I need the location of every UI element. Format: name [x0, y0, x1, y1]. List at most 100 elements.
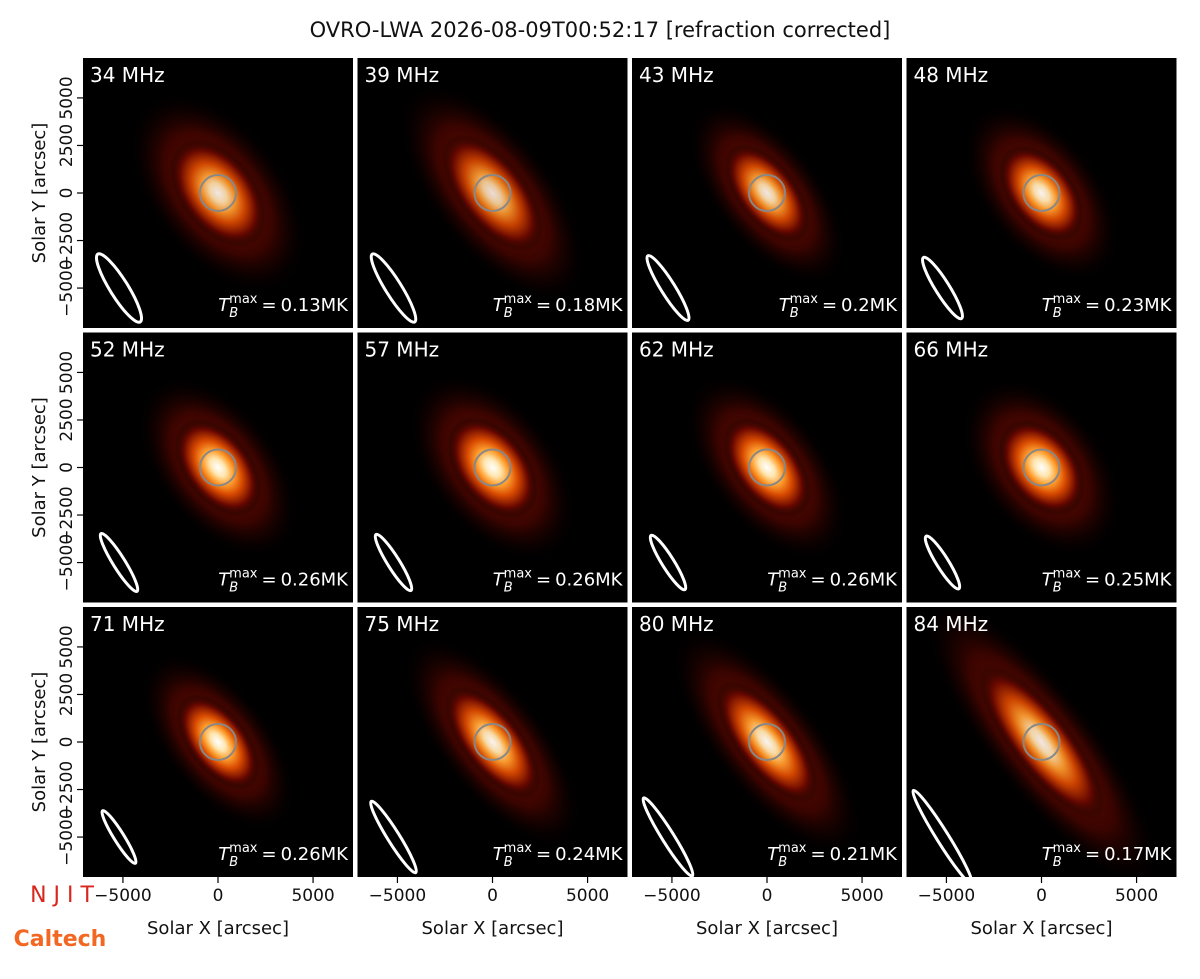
tb-eq: = — [810, 844, 825, 865]
tb-max-label: TBmax = 0.2MK — [779, 292, 899, 321]
x-tick-label: −5000 — [94, 886, 152, 906]
beam — [645, 254, 691, 322]
emission-source — [724, 143, 810, 243]
y-tick-label: 5000 — [57, 351, 77, 394]
frequency-label: 75 MHz — [365, 612, 440, 636]
y-tick-label: −2500 — [57, 212, 77, 270]
x-tick-label: −5000 — [369, 886, 427, 906]
frequency-label: 43 MHz — [639, 63, 714, 87]
logo-caltech: Caltech — [14, 927, 107, 952]
y-tick-label: −5000 — [57, 808, 77, 866]
emission-source — [978, 664, 1105, 820]
tb-max-label: TBmax = 0.26MK — [767, 567, 898, 596]
emission-source — [444, 685, 541, 799]
emission-source — [997, 419, 1086, 516]
frequency-label: 62 MHz — [639, 338, 714, 362]
tb-eq: = — [1085, 570, 1100, 591]
tb-value: 0.2MK — [841, 295, 898, 316]
tb-value: 0.17MK — [1104, 844, 1173, 865]
solar-limb — [199, 174, 237, 212]
tb-value: 0.18MK — [555, 295, 624, 316]
beam — [373, 532, 414, 593]
x-tick-label: 0 — [487, 886, 498, 906]
tb-max-label: TBmax = 0.26MK — [218, 567, 349, 596]
emission-source — [441, 134, 544, 252]
tb-value: 0.21MK — [830, 844, 899, 865]
tb-eq: = — [261, 844, 276, 865]
solar-limb — [1022, 723, 1061, 761]
y-tick-label: −5000 — [57, 534, 77, 592]
beam — [94, 252, 144, 324]
x-tick-label: 0 — [213, 886, 224, 906]
tb-sup: max — [778, 841, 807, 856]
tb-sup: max — [778, 567, 807, 582]
frequency-label: 80 MHz — [639, 612, 714, 636]
panel: 71 MHz TBmax = 0.26MK — [83, 607, 353, 877]
x-axis-label: Solar X [arcsec] — [696, 918, 838, 939]
solar-limb — [473, 174, 512, 212]
tb-value: 0.23MK — [1104, 295, 1173, 316]
tb-sub: B — [1053, 581, 1062, 596]
tb-max-label: TBmax = 0.25MK — [1042, 567, 1173, 596]
solar-limb — [748, 723, 786, 761]
panel: 48 MHz TBmax = 0.23MK — [906, 58, 1177, 328]
tb-symbol: T — [1042, 295, 1055, 316]
tb-value: 0.26MK — [830, 570, 899, 591]
frequency-label: 57 MHz — [365, 338, 440, 362]
beam — [98, 531, 140, 594]
tb-symbol: T — [493, 844, 506, 865]
tb-sup: max — [229, 567, 258, 582]
panel: 62 MHz TBmax = 0.26MK — [632, 332, 902, 603]
panel: 34 MHz TBmax = 0.13MK — [83, 58, 353, 328]
y-tick-label: 2500 — [57, 673, 77, 716]
tb-eq: = — [261, 570, 276, 591]
panel: 84 MHz TBmax = 0.17MK — [906, 607, 1177, 877]
beam — [921, 255, 964, 321]
tb-max-label: TBmax = 0.26MK — [493, 567, 624, 596]
emission-source — [998, 145, 1085, 241]
emission-source — [446, 416, 539, 519]
x-tick-label: 0 — [1036, 886, 1047, 906]
x-tick-label: 5000 — [291, 886, 334, 906]
tb-eq: = — [810, 570, 825, 591]
solar-limb — [1022, 174, 1061, 212]
beam — [641, 796, 695, 877]
tb-sup: max — [504, 292, 533, 307]
tb-sub: B — [504, 855, 513, 870]
tb-sub: B — [504, 581, 513, 596]
tb-sub: B — [778, 855, 787, 870]
tb-symbol: T — [493, 570, 506, 591]
tb-symbol: T — [493, 295, 506, 316]
y-tick-label: −5000 — [57, 259, 77, 317]
tb-value: 0.26MK — [555, 570, 624, 591]
y-tick-label: 0 — [57, 462, 77, 473]
tb-max-label: TBmax = 0.18MK — [493, 292, 624, 321]
tb-symbol: T — [767, 844, 780, 865]
logo-njit: N J I T — [30, 883, 94, 908]
tb-eq: = — [261, 295, 276, 316]
y-tick-label: 2500 — [57, 124, 77, 167]
tb-sub: B — [504, 306, 513, 321]
solar-limb — [1022, 448, 1061, 487]
tb-symbol: T — [1042, 570, 1055, 591]
tb-value: 0.24MK — [555, 844, 624, 865]
y-tick-label: −2500 — [57, 761, 77, 819]
beam — [369, 799, 418, 875]
y-tick-label: 2500 — [57, 398, 77, 441]
tb-sub: B — [229, 306, 238, 321]
tb-sup: max — [504, 567, 533, 582]
tb-eq: = — [536, 295, 551, 316]
tb-sub: B — [778, 581, 787, 596]
tb-max-label: TBmax = 0.13MK — [218, 292, 349, 321]
tb-sup: max — [790, 292, 819, 307]
tb-symbol: T — [767, 570, 780, 591]
tb-eq: = — [822, 295, 837, 316]
beam — [923, 534, 962, 591]
tb-value: 0.26MK — [281, 570, 350, 591]
tb-symbol: T — [1042, 844, 1055, 865]
frequency-label: 34 MHz — [90, 63, 165, 87]
chart-title: OVRO-LWA 2026-08-09T00:52:17 [refraction… — [310, 18, 891, 42]
tb-sup: max — [229, 292, 258, 307]
tb-sup: max — [1053, 841, 1082, 856]
